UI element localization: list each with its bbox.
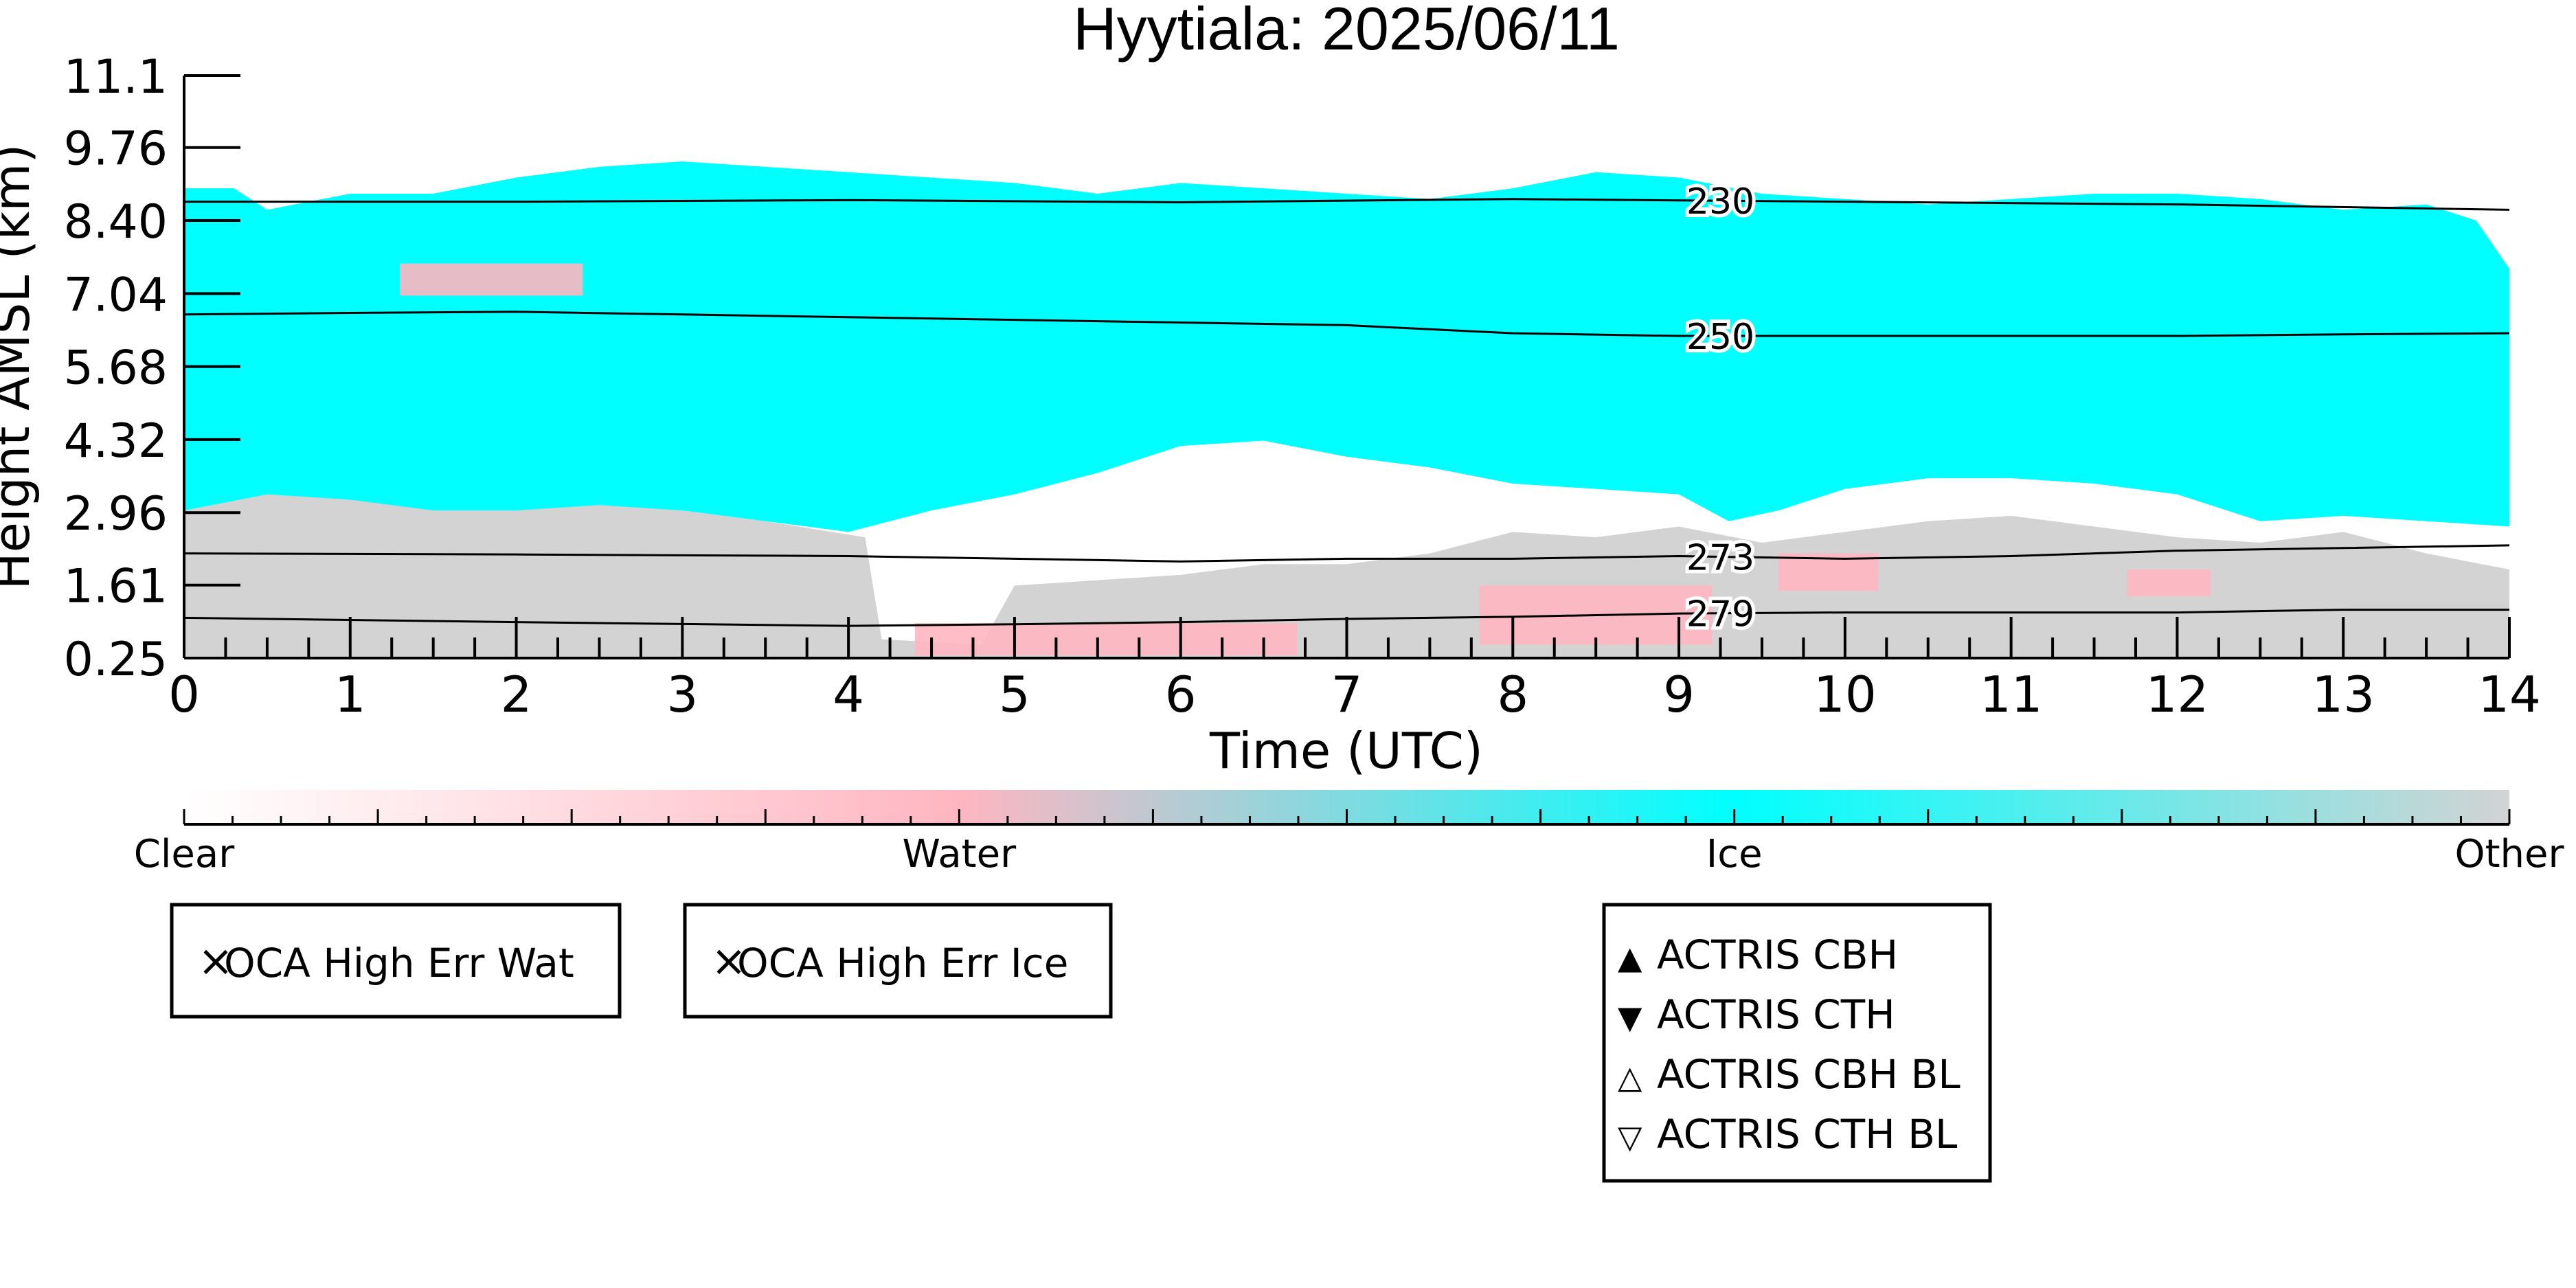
x-axis-ticks: 0 1 2 3 4 5 6 7 8 9 10 11 12 13 14 [168,617,2541,723]
x-tick-label: 13 [2312,666,2375,723]
colorbar-label: Other [2454,832,2564,877]
water-patch [914,623,1297,656]
legend-box [1602,903,1992,1183]
y-tick-label: 9.76 [64,122,168,177]
x-tick-label: 1 [335,666,366,723]
legend-marker: ▲ [1618,939,1642,976]
contour-250: 250 [184,310,2509,361]
contour-label: 230 [1686,181,1754,223]
x-tick-label: 0 [168,666,200,723]
legend-label: ACTRIS CTH [1657,991,1895,1038]
y-tick-label: 1.61 [64,560,168,614]
x-tick-label: 9 [1663,666,1695,723]
legend-label: ACTRIS CTH BL [1657,1111,1957,1157]
contour-label: 279 [1686,594,1754,635]
colorbar-label: Water [903,832,1017,877]
y-axis-ticks: 0.25 1.61 2.96 4.32 5.68 7.04 8.40 9.76 11.1 [64,50,240,687]
y-tick-label: 7.04 [64,268,168,322]
contour-label: 273 [1686,537,1754,578]
y-axis-label: Height AMSL (km) [0,144,41,590]
x-tick-label: 7 [1331,666,1363,723]
legend-marker: ▼ [1618,999,1642,1036]
x-tick-label: 10 [1814,666,1877,723]
water-patch [1778,553,1879,591]
y-tick-label: 8.40 [64,195,168,249]
y-tick-label: 4.32 [64,414,168,468]
temperature-contours: 230 250 273 279 [184,178,2509,639]
legend-label: ACTRIS CBH BL [1657,1051,1961,1098]
x-tick-label: 3 [666,666,698,723]
x-tick-label: 4 [833,666,864,723]
x-tick-label: 8 [1497,666,1528,723]
colorbar: Clear Water Ice Other [134,790,2564,877]
colorbar-label: Clear [134,832,235,877]
legend-label: OCA High Err Ice [737,940,1068,986]
x-axis-label: Time (UTC) [1209,722,1483,780]
legend-marker: △ [1618,1059,1642,1096]
chart-title: Hyytiala: 2025/06/11 [1073,0,1620,63]
legend-box [170,903,622,1019]
cloud-classification-layers [184,161,2509,658]
legend-marker: ▽ [1618,1118,1642,1155]
contour-line [184,544,2509,563]
contour-label: 250 [1686,317,1754,358]
contour-line [184,310,2509,337]
legend-actris-rows: ▲ ACTRIS CBH ▼ ACTRIS CTH △ ACTRIS CBH BL ▽ ACT… [1618,931,1961,1157]
legend-marker-x-green: × [198,936,234,986]
y-tick-label: 2.96 [64,487,168,541]
plot-area: 230 250 273 279 [184,76,2509,658]
legend-oca-ice: × OCA High Err Ice [683,903,1113,1019]
legend-box [683,903,1113,1019]
legend-actris: ▲ ACTRIS CBH ▼ ACTRIS CTH △ ACTRIS CBH BL ▽ ACT… [1602,903,1992,1183]
x-tick-label: 6 [1165,666,1197,723]
water-patch [2127,569,2211,597]
x-tick-label: 5 [999,666,1030,723]
legend-marker-x-blue: × [711,936,747,986]
y-tick-label: 5.68 [64,341,168,396]
legend-label: OCA High Err Wat [224,940,574,986]
legend-oca-water: × OCA High Err Wat [170,903,622,1019]
x-tick-label: 2 [501,666,532,723]
ice-layer [184,161,2509,532]
y-tick-label: 11.1 [64,50,168,104]
x-tick-label: 11 [1980,666,2043,723]
y-tick-label: 0.25 [64,633,168,687]
contour-273: 273 [184,534,2509,582]
water-patch [400,263,583,296]
legend-label: ACTRIS CBH [1657,931,1898,978]
colorbar-ticks: Clear Water Ice Other [134,809,2564,877]
x-tick-label: 12 [2146,666,2209,723]
colorbar-label: Ice [1706,832,1763,877]
other-layer [184,488,2509,658]
contour-line [184,198,2509,211]
contour-230: 230 [184,178,2509,226]
x-tick-label: 14 [2478,666,2541,723]
axes: 0 1 2 3 4 5 6 7 8 9 10 11 12 13 14 0.251.612.964.325.6… [64,50,2541,723]
